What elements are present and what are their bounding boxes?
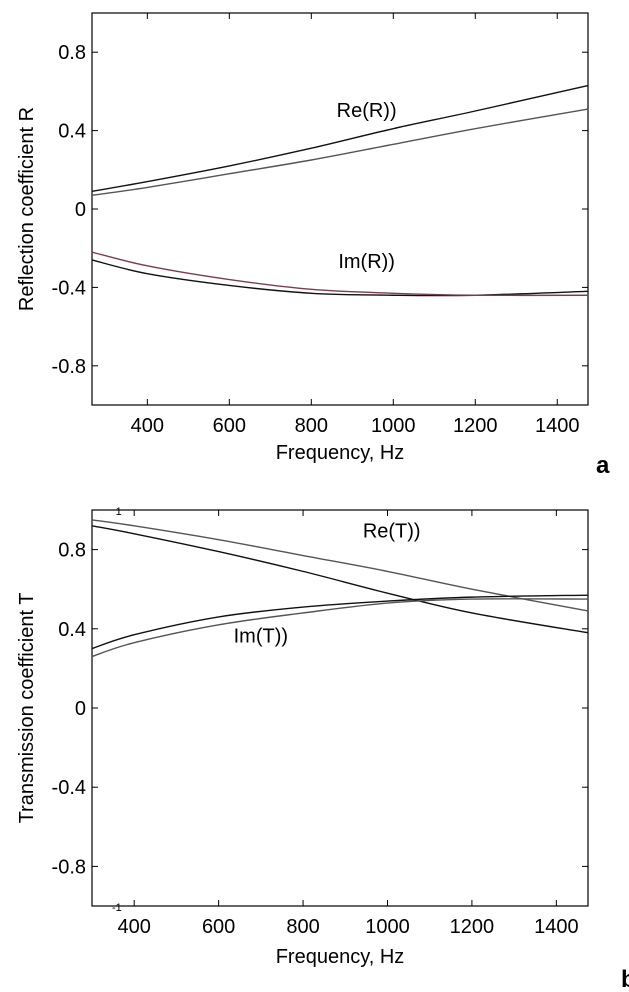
- series-line-2: [91, 519, 589, 612]
- curve-annotation: Im(T)): [234, 626, 288, 648]
- axis-end-label: -1: [112, 902, 122, 914]
- chart-panel-1: 400 600 800 1000 1200 1400 0.8 0.4 0 -0.4 -0.8 Re(R…: [16, 12, 610, 479]
- x-tick-label: 1000: [371, 415, 416, 437]
- x-tick-label: 1400: [535, 415, 580, 437]
- series-line-2: [91, 108, 589, 196]
- y-tick-label: 0.8: [58, 42, 86, 64]
- panel-label: b: [621, 966, 629, 992]
- x-tick-label: 800: [286, 916, 319, 938]
- x-tick-label: 1200: [450, 916, 495, 938]
- series-line-4: [91, 598, 589, 658]
- curve-annotation: Re(R)): [337, 100, 397, 122]
- y-tick-label: 0.4: [58, 619, 86, 641]
- y-tick-label: 0.4: [58, 121, 86, 143]
- x-axis-title: Frequency, Hz: [276, 946, 405, 968]
- y-tick-label: -0.4: [52, 777, 86, 799]
- y-tick-label: -0.4: [52, 277, 86, 299]
- x-tick-label: 1000: [365, 916, 410, 938]
- series-line-3: [91, 594, 589, 650]
- chart-panel-2: 400 600 800 1000 1200 1400 0.8 0.4 0 -0.4 -0.8 1 -1 R…: [16, 506, 629, 992]
- x-axis-title: Frequency, Hz: [276, 442, 405, 464]
- y-tick-label: -0.8: [52, 356, 86, 378]
- series-line-4: [91, 251, 589, 297]
- y-tick-label: 0: [75, 698, 86, 720]
- plot-frame: [91, 509, 589, 907]
- y-tick-label: 0.8: [58, 540, 86, 562]
- x-tick-label: 1200: [453, 415, 498, 437]
- curve-annotation: Re(T)): [363, 521, 421, 543]
- series-line-1: [91, 525, 589, 634]
- series-line-1: [91, 84, 589, 193]
- plot-frame: [91, 12, 589, 406]
- panel-label: a: [596, 452, 610, 479]
- y-tick-label: -0.8: [52, 856, 86, 878]
- x-tick-label: 1400: [534, 916, 579, 938]
- y-tick-label: 0: [75, 199, 86, 221]
- x-tick-label: 600: [202, 916, 235, 938]
- x-tick-label: 400: [131, 415, 164, 437]
- y-axis-title: Reflection coefficient R: [16, 107, 38, 311]
- y-axis-title: Transmission coefficient T: [16, 593, 38, 824]
- x-tick-label: 400: [118, 916, 151, 938]
- x-tick-label: 800: [295, 415, 328, 437]
- axis-end-label: 1: [116, 506, 122, 518]
- curve-annotation: Im(R)): [338, 251, 395, 273]
- x-tick-label: 600: [213, 415, 246, 437]
